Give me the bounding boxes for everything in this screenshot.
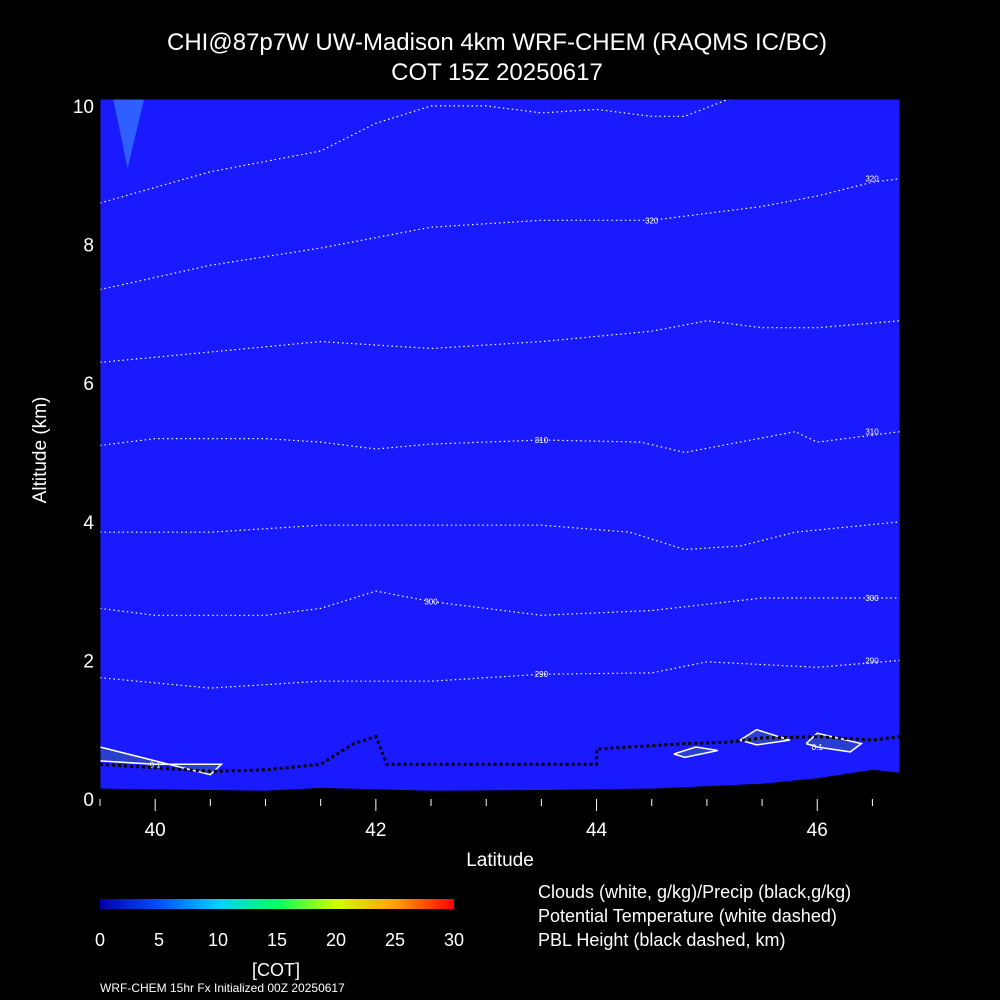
- theta-contour-label: 310: [865, 428, 879, 437]
- theta-contour: [100, 521, 901, 551]
- theta-contour-label: 300: [424, 597, 438, 606]
- colorbar-tick-label: 0: [95, 930, 105, 950]
- terrain: [100, 769, 900, 799]
- colorbar-tick-label: 10: [208, 930, 228, 950]
- colorbar-tick-label: 30: [444, 930, 464, 950]
- plot-area: 290 290 300 300 310 310 320 320 0.1 0.1: [99, 98, 901, 800]
- legend: Clouds (white, g/kg)/Precip (black,g/kg)…: [538, 880, 851, 952]
- x-tick-label: 40: [145, 820, 166, 841]
- y-tick-label: 0: [83, 790, 94, 811]
- y-tick-label: 6: [83, 374, 94, 395]
- chart-title: CHI@87p7W UW-Madison 4km WRF-CHEM (RAQMS…: [167, 29, 827, 56]
- theta-contour-label: 290: [865, 656, 879, 665]
- theta-contour: [99, 98, 730, 204]
- theta-contour-label: 320: [865, 175, 879, 184]
- colorbar-ticks: 0 5 10 15 20 25 30: [95, 930, 464, 950]
- x-axis-label: Latitude: [466, 850, 534, 871]
- y-tick-label: 2: [83, 651, 94, 672]
- footer-note: WRF-CHEM 15hr Fx Initialized 00Z 2025061…: [100, 981, 345, 995]
- chart-subtitle: COT 15Z 20250617: [391, 59, 603, 86]
- legend-clouds: Clouds (white, g/kg)/Precip (black,g/kg): [538, 882, 852, 902]
- y-axis: 0 2 4 6 8 10: [73, 97, 95, 811]
- theta-contour: [99, 659, 901, 689]
- cloud-contour-label: 0.1: [150, 760, 162, 769]
- x-tick-label: 44: [586, 820, 608, 841]
- x-tick-label: 46: [807, 820, 828, 841]
- x-axis: 40 42 44 46: [99, 799, 873, 841]
- colorbar-tick-label: 25: [385, 930, 405, 950]
- y-tick-label: 10: [73, 97, 94, 118]
- y-tick-label: 4: [83, 513, 94, 534]
- cloud-contour: [99, 746, 224, 776]
- y-axis-label: Altitude (km): [30, 397, 51, 504]
- plot-frame: [99, 98, 901, 800]
- colorbar-tick-label: 5: [154, 930, 164, 950]
- legend-theta: Potential Temperature (white dashed): [538, 906, 837, 926]
- colorbar-label: [COT]: [252, 960, 300, 980]
- theta-contour-label: 300: [865, 594, 879, 603]
- cot-field: [100, 99, 900, 799]
- theta-contour: [99, 590, 900, 616]
- theta-contour-label: 310: [535, 436, 549, 445]
- colorbar: [100, 899, 454, 909]
- theta-contour-label: 290: [535, 670, 549, 679]
- x-tick-label: 42: [365, 820, 386, 841]
- colorbar-tick-label: 15: [267, 930, 287, 950]
- colorbar-tick-label: 20: [326, 930, 346, 950]
- legend-pbl: PBL Height (black dashed, km): [538, 930, 786, 950]
- cloud-contour: [673, 746, 719, 759]
- cloud-contour: [739, 728, 790, 746]
- y-tick-label: 8: [83, 236, 94, 257]
- cloud-contour-label: 0.1: [812, 743, 824, 752]
- theta-contour-label: 320: [645, 216, 659, 225]
- cot-plume: [113, 99, 145, 169]
- theta-contours: 290 290 300 300 310 310 320 320: [99, 98, 901, 689]
- pbl-height-line: [99, 734, 901, 773]
